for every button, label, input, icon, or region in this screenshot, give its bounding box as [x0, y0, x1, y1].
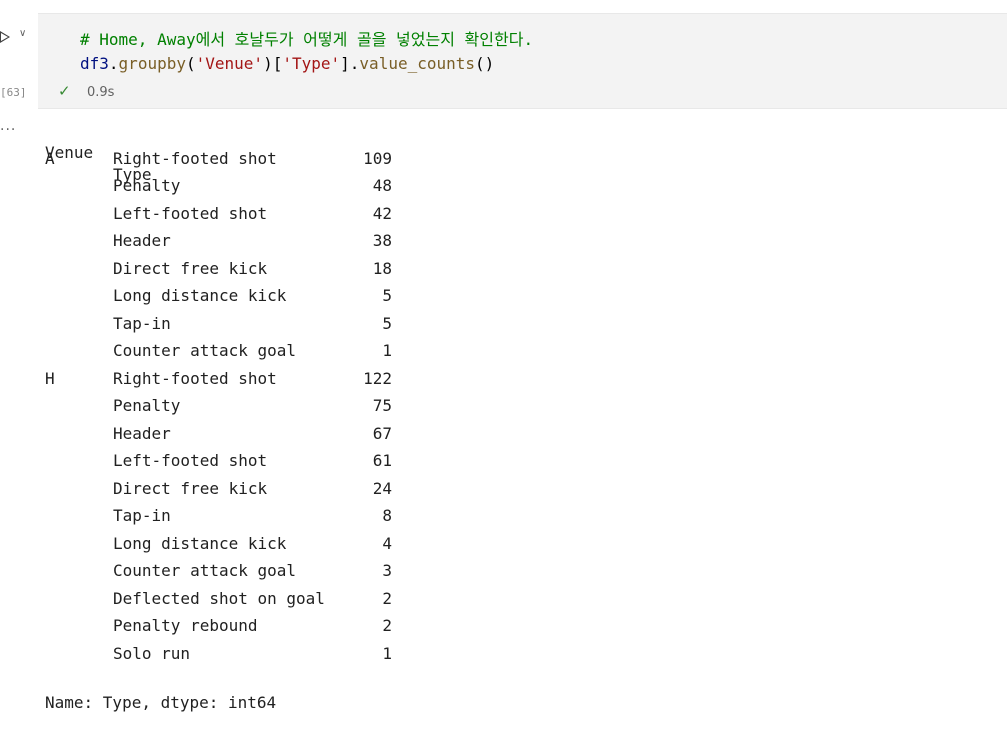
header-venue: Venue [45, 143, 94, 162]
output-header-row: Venue Type [45, 120, 152, 184]
code-cell-editor[interactable]: # Home, Away에서 호날두가 어떻게 골을 넣었는지 확인한다. df… [38, 13, 1007, 109]
row-count: 8 [382, 506, 392, 525]
execution-time: 0.9s [87, 85, 115, 100]
code-call-parens: () [475, 54, 495, 73]
row-type: Penalty rebound [113, 616, 258, 635]
output-row: Counter attack goal 3 [45, 560, 392, 588]
run-cell-icon[interactable] [0, 31, 10, 43]
output-row: Direct free kick 24 [45, 478, 392, 506]
code-bracket-close: ] [340, 54, 350, 73]
execution-count: [63] [0, 86, 27, 99]
output-row: H Right-footed shot 122 [45, 368, 392, 396]
row-type: Solo run [113, 643, 191, 663]
run-options-chevron-icon[interactable]: ∨ [19, 28, 27, 39]
output-row: Direct free kick 18 [45, 258, 392, 286]
code-statement-line: df3.groupby('Venue')['Type'].value_count… [80, 53, 494, 75]
row-count: 109 [363, 148, 392, 168]
output-row: Header 67 [45, 423, 392, 451]
row-type: Long distance kick [113, 533, 287, 553]
row-type: Penalty [113, 396, 181, 415]
row-count: 38 [372, 231, 392, 250]
row-count: 4 [382, 533, 392, 553]
output-row: Tap-in 8 [45, 505, 392, 533]
row-type: Deflected shot on goal [113, 588, 325, 608]
output-row: Penalty 48 [45, 175, 392, 203]
row-count: 1 [382, 341, 392, 360]
code-identifier: df3 [80, 54, 109, 73]
row-count: 61 [372, 451, 392, 470]
row-count: 2 [382, 616, 392, 635]
row-type: Header [113, 423, 171, 443]
code-method-value-counts: value_counts [359, 54, 476, 73]
row-type: Left-footed shot [113, 451, 268, 470]
row-count: 5 [382, 313, 392, 333]
code-paren-open: ( [185, 54, 196, 73]
output-row: Solo run 1 [45, 643, 392, 671]
output-row: Long distance kick 5 [45, 285, 392, 313]
row-type: Header [113, 231, 171, 250]
output-row: Deflected shot on goal 2 [45, 588, 392, 616]
output-row: Penalty rebound 2 [45, 615, 392, 643]
output-footer: Name: Type, dtype: int64 [45, 670, 276, 712]
row-type: Penalty [113, 176, 181, 195]
row-venue: A [45, 148, 55, 168]
row-count: 5 [382, 286, 392, 305]
output-row: Counter attack goal 1 [45, 340, 392, 368]
output-more-actions-icon[interactable]: ... [0, 118, 17, 134]
series-info: Name: Type, dtype: int64 [45, 693, 277, 712]
code-string-venue: 'Venue' [195, 54, 264, 73]
output-row: Penalty 75 [45, 395, 392, 423]
code-method-groupby: groupby [118, 54, 186, 73]
row-type: Counter attack goal [113, 341, 297, 360]
row-count: 122 [363, 368, 392, 388]
code-dot: . [349, 54, 360, 73]
row-count: 42 [372, 203, 392, 223]
row-count: 75 [372, 396, 392, 415]
row-count: 48 [372, 176, 392, 195]
code-comment: # Home, Away에서 호날두가 어떻게 골을 넣었는지 확인한다. [80, 30, 534, 49]
row-count: 24 [372, 478, 392, 498]
code-dot: . [108, 54, 119, 73]
output-row: A Right-footed shot 109 [45, 148, 392, 176]
code-paren-close: ) [263, 54, 273, 73]
row-type: Left-footed shot [113, 203, 268, 223]
output-row: Tap-in 5 [45, 313, 392, 341]
row-venue: H [45, 368, 55, 388]
code-comment-line: # Home, Away에서 호날두가 어떻게 골을 넣었는지 확인한다. [80, 29, 533, 51]
row-type: Direct free kick [113, 478, 268, 498]
header-type: Type [113, 165, 152, 184]
row-type: Counter attack goal [113, 561, 297, 580]
row-count: 18 [372, 258, 392, 278]
output-row: Left-footed shot 61 [45, 450, 392, 478]
row-type: Right-footed shot [113, 368, 277, 388]
row-count: 67 [372, 423, 392, 443]
output-row: Long distance kick 4 [45, 533, 392, 561]
code-string-type: 'Type' [282, 54, 341, 73]
cell-output: Venue Type A Right-footed shot 109 Penalty 4… [45, 120, 392, 712]
success-check-icon: ✓ [58, 82, 71, 100]
row-count: 2 [382, 588, 392, 608]
row-count: 3 [382, 561, 392, 580]
row-count: 1 [382, 643, 392, 663]
code-bracket-open: [ [272, 54, 283, 73]
row-type: Tap-in [113, 506, 171, 525]
output-row: Header 38 [45, 230, 392, 258]
row-type: Tap-in [113, 313, 171, 333]
row-type: Long distance kick [113, 286, 287, 305]
row-type: Right-footed shot [113, 148, 277, 168]
cell-run-toolbar: ∨ [0, 14, 38, 44]
output-row: Left-footed shot 42 [45, 203, 392, 231]
row-type: Direct free kick [113, 258, 268, 278]
